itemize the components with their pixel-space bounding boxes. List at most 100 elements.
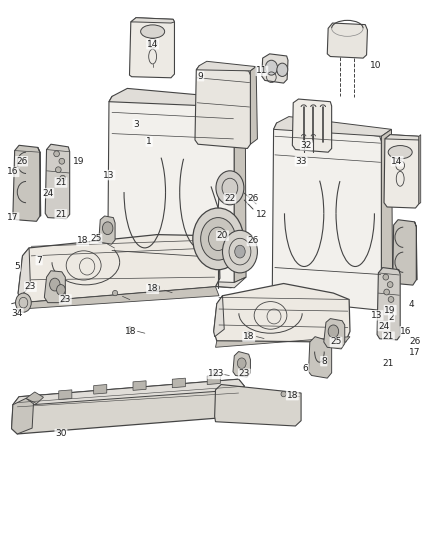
Ellipse shape — [113, 290, 118, 296]
Text: 25: 25 — [90, 235, 102, 244]
Text: 8: 8 — [321, 357, 327, 366]
Text: 13: 13 — [103, 171, 115, 180]
Circle shape — [223, 230, 258, 273]
Circle shape — [216, 171, 244, 205]
Polygon shape — [172, 378, 185, 387]
Text: 26: 26 — [409, 337, 420, 346]
Polygon shape — [272, 123, 381, 310]
Polygon shape — [381, 130, 393, 305]
Text: 19: 19 — [73, 157, 84, 166]
Text: 14: 14 — [147, 40, 158, 49]
Text: 3: 3 — [133, 119, 139, 128]
Text: 25: 25 — [330, 337, 342, 346]
Text: 26: 26 — [247, 237, 259, 246]
Text: 11: 11 — [256, 67, 268, 75]
Polygon shape — [415, 222, 417, 280]
Text: 32: 32 — [300, 141, 312, 150]
Polygon shape — [234, 99, 246, 282]
Text: 24: 24 — [42, 189, 53, 198]
Polygon shape — [13, 379, 244, 406]
Polygon shape — [419, 135, 421, 204]
Ellipse shape — [383, 274, 389, 280]
Text: 21: 21 — [55, 210, 67, 219]
Text: 23: 23 — [239, 369, 250, 378]
Polygon shape — [26, 392, 43, 403]
Text: 13: 13 — [371, 311, 383, 320]
Polygon shape — [385, 135, 419, 140]
Text: 21: 21 — [383, 359, 394, 368]
Ellipse shape — [265, 60, 278, 75]
Ellipse shape — [141, 25, 165, 38]
Text: 23: 23 — [212, 369, 224, 378]
Polygon shape — [214, 296, 224, 337]
Polygon shape — [324, 319, 345, 349]
Polygon shape — [131, 18, 174, 23]
Ellipse shape — [246, 332, 251, 337]
Circle shape — [102, 222, 113, 235]
Ellipse shape — [59, 158, 65, 164]
Text: 18: 18 — [243, 332, 254, 341]
Text: 33: 33 — [295, 157, 307, 166]
Text: 20: 20 — [217, 231, 228, 240]
Polygon shape — [44, 271, 65, 303]
Polygon shape — [59, 390, 72, 399]
Polygon shape — [94, 384, 107, 394]
Polygon shape — [195, 66, 251, 149]
Circle shape — [193, 208, 244, 270]
Ellipse shape — [387, 281, 393, 287]
Text: 18: 18 — [286, 391, 298, 400]
Ellipse shape — [127, 327, 132, 332]
Text: 21: 21 — [383, 332, 394, 341]
Polygon shape — [12, 379, 244, 434]
Polygon shape — [133, 381, 146, 390]
Polygon shape — [21, 287, 219, 309]
Polygon shape — [233, 352, 251, 377]
Text: 10: 10 — [370, 61, 381, 70]
Text: 23: 23 — [60, 295, 71, 304]
Polygon shape — [99, 216, 115, 244]
Text: 19: 19 — [385, 305, 396, 314]
Text: 6: 6 — [303, 364, 308, 373]
Polygon shape — [393, 220, 417, 285]
Text: 18: 18 — [208, 369, 219, 378]
Text: 18: 18 — [77, 237, 88, 246]
Polygon shape — [292, 99, 332, 152]
Ellipse shape — [388, 146, 412, 159]
Text: 26: 26 — [16, 157, 27, 166]
Polygon shape — [327, 23, 367, 58]
Polygon shape — [384, 135, 419, 208]
Circle shape — [237, 358, 246, 368]
Polygon shape — [38, 148, 41, 216]
Polygon shape — [215, 384, 301, 426]
Text: 17: 17 — [409, 348, 420, 357]
Ellipse shape — [277, 63, 288, 76]
Polygon shape — [18, 235, 220, 303]
Text: 9: 9 — [198, 71, 204, 80]
Circle shape — [57, 285, 65, 295]
Ellipse shape — [384, 289, 389, 295]
Circle shape — [328, 325, 339, 338]
Text: 12: 12 — [256, 210, 268, 219]
Polygon shape — [109, 88, 245, 107]
Polygon shape — [377, 268, 400, 340]
Polygon shape — [207, 375, 220, 384]
Polygon shape — [214, 284, 350, 342]
Text: 7: 7 — [36, 256, 42, 264]
Text: 1: 1 — [146, 137, 152, 146]
Polygon shape — [274, 117, 392, 136]
Circle shape — [235, 245, 245, 258]
Ellipse shape — [98, 237, 103, 243]
Polygon shape — [196, 61, 256, 71]
Text: 22: 22 — [224, 194, 236, 203]
Text: 16: 16 — [400, 327, 412, 336]
Circle shape — [201, 217, 236, 260]
Text: 14: 14 — [392, 157, 403, 166]
Polygon shape — [111, 277, 246, 288]
Circle shape — [49, 278, 60, 291]
Polygon shape — [108, 96, 234, 288]
Polygon shape — [130, 18, 174, 78]
Circle shape — [15, 293, 31, 312]
Text: 24: 24 — [378, 321, 390, 330]
Text: 2: 2 — [389, 312, 394, 321]
Text: 17: 17 — [7, 213, 19, 222]
